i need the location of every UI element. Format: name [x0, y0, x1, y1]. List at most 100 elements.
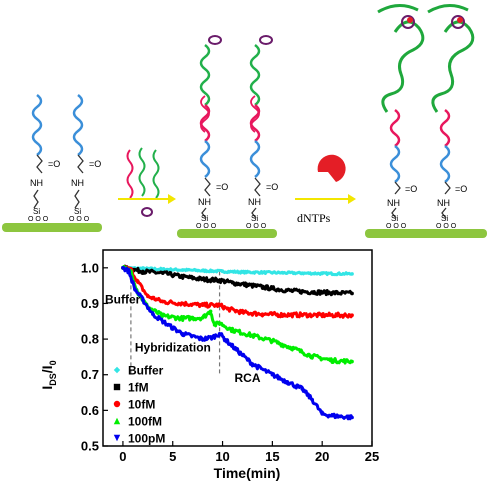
data-point: [165, 323, 170, 327]
data-point: [180, 331, 185, 336]
si-label: Si: [441, 214, 448, 223]
annotation-rca: RCA: [235, 371, 261, 385]
data-point: [160, 299, 165, 304]
data-point: [212, 323, 217, 327]
y-tick-label: 0.7: [81, 367, 99, 382]
legend-label: 100pM: [128, 432, 165, 446]
data-point: [300, 313, 305, 317]
si-label: Si: [74, 207, 81, 216]
ooo-label: O O O: [436, 223, 457, 230]
ooo-label: O O O: [196, 223, 217, 230]
plot-frame: [102, 249, 373, 447]
rca-stack-2: =O NH Si O O O: [427, 4, 475, 230]
rca-stack-1: =O NH Si O O O: [377, 4, 425, 230]
ooo-label: O O O: [386, 223, 407, 230]
data-point: [280, 271, 285, 275]
data-point: [250, 362, 255, 366]
series-trace: [121, 266, 354, 421]
data-point: [350, 359, 354, 364]
y-label-sub1: DS: [48, 373, 58, 386]
event-lines: [130, 271, 221, 375]
series-trace: [121, 265, 354, 277]
data-point: [217, 321, 222, 325]
data-point: [223, 338, 228, 342]
amide-o-label: =O: [266, 182, 278, 192]
data-point: [310, 290, 315, 294]
amide-o-label: =O: [89, 159, 101, 169]
dntps-label: dNTPs: [297, 211, 331, 225]
data-point: [350, 313, 354, 318]
data-point: [141, 298, 145, 302]
data-point: [290, 289, 295, 293]
legend-item: 10fM: [113, 398, 155, 412]
data-point: [270, 372, 275, 377]
data-point: [330, 290, 334, 295]
amide-o-label: =O: [455, 184, 467, 194]
plot-border: [102, 249, 373, 447]
x-tick-label: 5: [169, 449, 176, 464]
legend-label: 10fM: [128, 398, 155, 412]
amide-nh-label: NH: [71, 178, 84, 188]
si-label: Si: [391, 214, 398, 223]
data-point: [350, 291, 354, 296]
data-point: [225, 307, 230, 311]
x-tick-label: 15: [265, 449, 279, 464]
data-point: [200, 277, 205, 282]
amide-o-label: =O: [405, 184, 417, 194]
legend-label: 1fM: [128, 381, 149, 395]
arrow-1: [118, 194, 176, 204]
x-tick-label: 0: [119, 449, 126, 464]
data-point: [250, 333, 255, 338]
data-point: [260, 270, 265, 275]
substrate-bar-2: [177, 229, 277, 238]
legend-marker: [113, 366, 121, 374]
data-point: [260, 312, 265, 316]
annotations: Buffer Hybridization RCA: [105, 292, 261, 384]
data-point: [285, 380, 290, 384]
amide-nh-label: NH: [387, 198, 400, 208]
data-point: [220, 269, 225, 274]
y-tick-label: 0.6: [81, 403, 99, 418]
hybrid-stack-1: =O NH Si O O O: [196, 35, 228, 230]
legend-marker: [113, 400, 121, 408]
x-tick-label: 10: [215, 449, 229, 464]
data-point: [160, 271, 165, 275]
data-point: [280, 313, 285, 317]
y-tick-label: 0.9: [81, 296, 99, 311]
x-tick-label: 20: [315, 449, 329, 464]
legend-label: Buffer: [128, 364, 164, 378]
data-point: [270, 339, 275, 343]
data-point: [200, 268, 205, 273]
data-point: [320, 271, 324, 276]
y-label-sub2: 0: [48, 360, 58, 365]
amide-nh-label: NH: [437, 198, 450, 208]
substrate-bar-1: [2, 223, 102, 232]
legend-marker: [113, 383, 121, 391]
biosensor-scheme-diagram: =O NH Si O O O =O NH Si O O O =O NH Si: [2, 4, 487, 238]
legend-item: 100pM: [113, 432, 165, 446]
data-point: [160, 267, 165, 272]
data-point: [310, 397, 315, 402]
axis-ticks: 0 5 10 15 20 25 0.5 0.6 0.7 0.8 0.9 1.0: [81, 260, 379, 464]
arrow-2: [295, 194, 356, 204]
amide-o-label: =O: [216, 182, 228, 192]
series-layer: [121, 264, 354, 421]
legend-item: 100fM: [113, 415, 162, 429]
si-label: Si: [251, 214, 258, 223]
legend-item: Buffer: [113, 364, 164, 378]
polymerase-icon: [317, 154, 346, 182]
data-point: [330, 358, 334, 363]
y-label-main: I: [39, 386, 55, 390]
data-point: [180, 268, 185, 272]
data-point: [127, 269, 131, 274]
legend-item: 1fM: [113, 381, 149, 395]
data-point: [300, 387, 305, 391]
legend-marker: [113, 417, 121, 425]
data-point: [320, 313, 324, 318]
target-strands: [126, 147, 160, 217]
data-point: [141, 266, 145, 271]
current-ratio-chart: 0 5 10 15 20 25 0.5 0.6 0.7 0.8 0.9 1.0 Buffer Hybri…: [39, 249, 379, 481]
data-point: [133, 287, 137, 291]
series-trace: [121, 265, 354, 365]
data-point: [151, 312, 155, 316]
